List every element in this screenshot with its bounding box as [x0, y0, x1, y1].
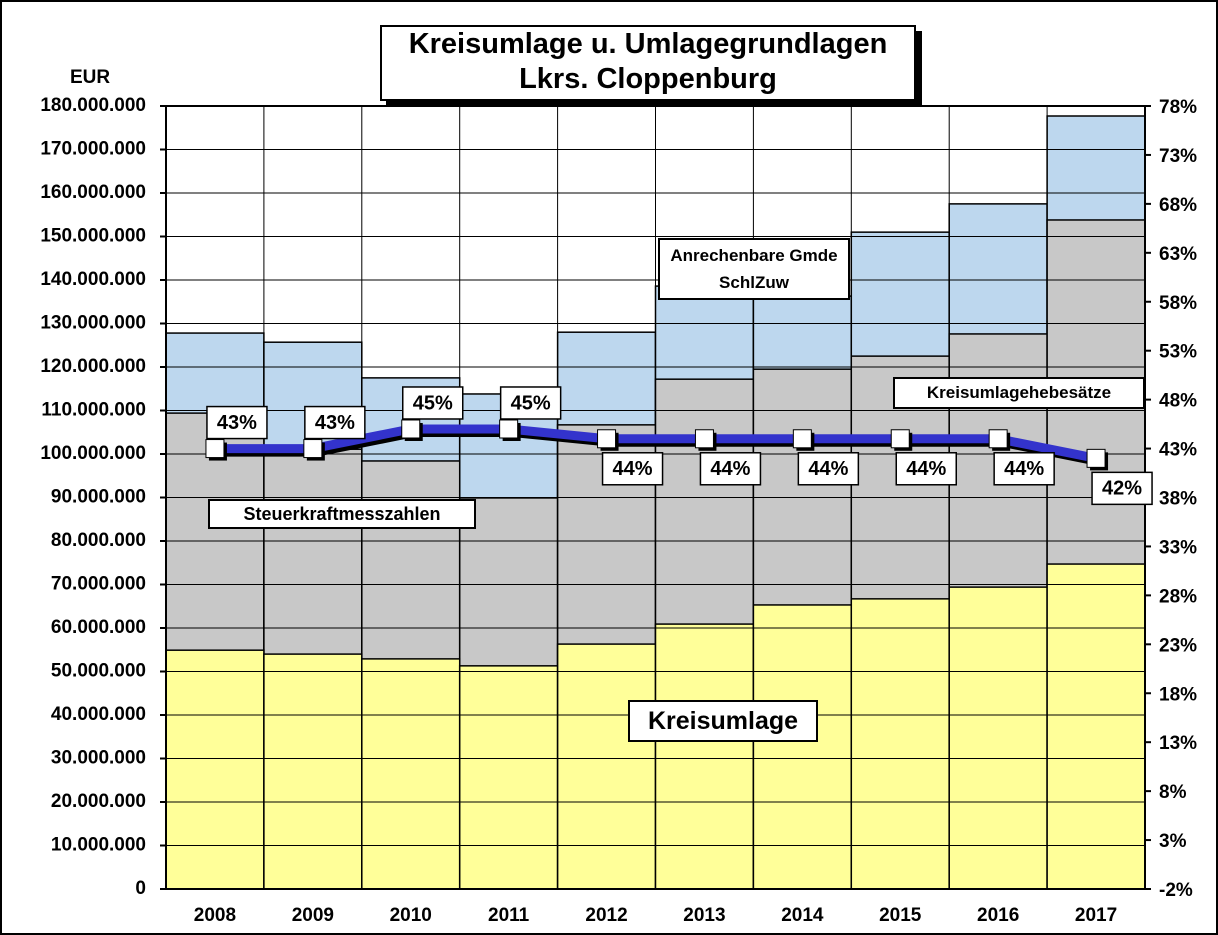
- y2-tick-label: 63%: [1159, 244, 1197, 265]
- y-tick-label: 70.000.000: [51, 574, 146, 595]
- value-label-box: [797, 452, 860, 486]
- marker: [597, 429, 617, 449]
- y-tick-label: 60.000.000: [51, 617, 146, 638]
- value-label-box: [499, 386, 562, 420]
- y-axis-label: EUR: [70, 67, 110, 88]
- y-tick-label: 170.000.000: [40, 139, 146, 160]
- x-tick-label: 2015: [879, 905, 922, 926]
- y-tick-label: 30.000.000: [51, 748, 146, 769]
- bar: [948, 586, 1048, 890]
- value-label-box: [304, 405, 366, 440]
- y-tick-label: 160.000.000: [40, 182, 146, 203]
- x-tick-label: 2010: [390, 905, 432, 926]
- y-tick-label: 10.000.000: [51, 835, 146, 856]
- marker: [694, 429, 714, 449]
- bar: [361, 658, 461, 890]
- y-tick-label: 130.000.000: [40, 313, 146, 334]
- annotation: Kreisumlagehebesätze: [893, 377, 1145, 409]
- y-tick-label: 90.000.000: [51, 487, 146, 508]
- annotation: Kreisumlage: [628, 700, 818, 742]
- y2-tick-label: 13%: [1159, 733, 1197, 754]
- value-label: 45%: [511, 392, 551, 414]
- x-tick-label: 2008: [194, 905, 236, 926]
- y-tick-label: 150.000.000: [40, 226, 146, 247]
- value-label-box: [402, 386, 464, 420]
- y2-tick-label: 23%: [1159, 635, 1197, 656]
- y2-tick-label: 58%: [1159, 293, 1197, 314]
- x-tick-label: 2009: [292, 905, 334, 926]
- y-tick-label: 0: [135, 878, 146, 899]
- x-tick-label: 2014: [781, 905, 824, 926]
- annotation: Anrechenbare Gmde SchlZuw: [658, 238, 850, 300]
- x-tick-label: 2016: [977, 905, 1019, 926]
- value-label: 44%: [710, 458, 750, 480]
- annotation: Steuerkraftmesszahlen: [208, 499, 476, 529]
- y-tick-label: 100.000.000: [40, 443, 146, 464]
- y2-tick-label: 18%: [1159, 684, 1197, 705]
- x-tick-label: 2011: [488, 905, 530, 926]
- y2-tick-label: 48%: [1159, 391, 1197, 412]
- y-tick-label: 80.000.000: [51, 530, 146, 551]
- y2-tick-label: 38%: [1159, 489, 1197, 510]
- y2-tick-label: 33%: [1159, 537, 1197, 558]
- marker: [988, 429, 1008, 449]
- value-label: 43%: [315, 412, 355, 434]
- value-label: 44%: [808, 458, 848, 480]
- y2-tick-label: 73%: [1159, 146, 1197, 167]
- x-tick-label: 2013: [683, 905, 725, 926]
- marker: [499, 419, 519, 439]
- value-label: 44%: [613, 458, 653, 480]
- chart-title: Kreisumlage u. Umlagegrundlagen: [408, 28, 888, 60]
- marker: [303, 439, 323, 459]
- marker: [890, 429, 910, 449]
- x-tick-label: 2012: [585, 905, 627, 926]
- title-box: Kreisumlage u. Umlagegrundlagen Lkrs. Cl…: [380, 25, 916, 101]
- value-label: 44%: [906, 458, 946, 480]
- y2-tick-label: 78%: [1159, 97, 1197, 118]
- y-tick-label: 40.000.000: [51, 704, 146, 725]
- y-tick-label: 110.000.000: [41, 400, 146, 421]
- value-label-box: [895, 452, 957, 486]
- x-tick-label: 2017: [1075, 905, 1117, 926]
- marker: [792, 429, 812, 449]
- y-tick-label: 140.000.000: [40, 269, 146, 290]
- y2-tick-label: 53%: [1159, 342, 1197, 363]
- bar: [458, 665, 559, 890]
- y2-tick-label: 28%: [1159, 586, 1197, 607]
- y-tick-label: 180.000.000: [40, 95, 146, 116]
- y2-tick-label: -2%: [1159, 880, 1193, 901]
- marker: [401, 419, 421, 439]
- bar: [752, 604, 853, 890]
- y2-tick-label: 43%: [1159, 440, 1197, 461]
- y2-tick-label: 8%: [1159, 782, 1187, 803]
- value-label: 45%: [413, 392, 453, 414]
- bar: [654, 623, 755, 890]
- chart-subtitle: Lkrs. Cloppenburg: [519, 63, 777, 95]
- y-tick-label: 120.000.000: [40, 356, 146, 377]
- y-tick-label: 50.000.000: [51, 661, 146, 682]
- value-label-box: [1091, 471, 1153, 506]
- bar: [1046, 563, 1146, 890]
- marker: [205, 439, 225, 459]
- value-label-box: [993, 452, 1055, 486]
- value-label-box: [601, 452, 664, 486]
- marker: [1086, 448, 1106, 468]
- bar: [263, 653, 363, 890]
- y-tick-label: 20.000.000: [51, 791, 146, 812]
- value-label-box: [206, 405, 268, 440]
- y2-tick-label: 68%: [1159, 195, 1197, 216]
- value-label: 44%: [1004, 458, 1044, 480]
- value-label: 42%: [1102, 478, 1142, 500]
- bar: [165, 649, 265, 890]
- value-label: 43%: [217, 412, 257, 434]
- value-label-box: [699, 452, 762, 486]
- bar: [556, 643, 657, 890]
- y2-tick-label: 3%: [1159, 831, 1187, 852]
- bar: [850, 598, 950, 890]
